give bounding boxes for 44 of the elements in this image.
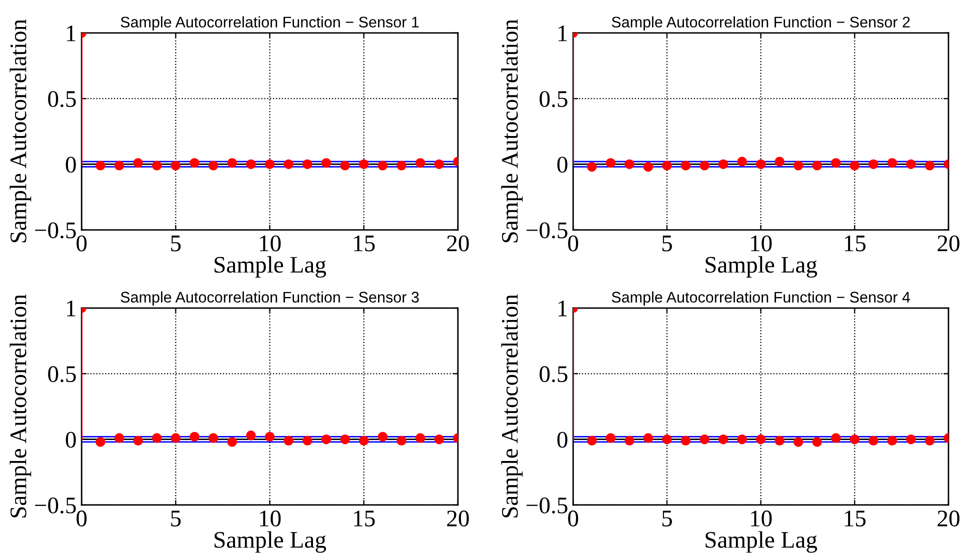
- y-tick-label: 0: [66, 156, 76, 173]
- y-tick-label: 0: [557, 432, 568, 448]
- y-tick-label: −0.5: [526, 497, 568, 514]
- y-tick-label: 1: [558, 300, 567, 316]
- y-axis-title: Sample Autocorrelation: [10, 294, 32, 518]
- y-tick-label: 1: [67, 26, 76, 42]
- y-tick-label: 1: [67, 300, 76, 316]
- x-tick-label: 15: [844, 236, 866, 252]
- x-axis-title: Sample Lag: [214, 256, 326, 278]
- chart-title: Sample Autocorrelation Function − Sensor 4: [612, 291, 910, 306]
- y-tick-label: 0: [557, 156, 568, 173]
- x-tick-label: 20: [938, 510, 960, 526]
- x-tick-label: 15: [354, 510, 375, 526]
- x-tick-label: 20: [447, 510, 469, 526]
- y-axis-title: Sample Autocorrelation: [501, 19, 523, 242]
- x-axis-title: Sample Lag: [214, 531, 326, 553]
- x-tick-label: 10: [260, 510, 281, 526]
- y-axis-title: Sample Autocorrelation: [501, 294, 523, 518]
- y-tick-label: 0.5: [48, 366, 76, 382]
- y-tick-label: 0.5: [48, 91, 76, 108]
- x-axis-title: Sample Lag: [706, 256, 818, 278]
- chart-title: Sample Autocorrelation Function − Sensor 1: [120, 16, 419, 31]
- y-tick-label: 1: [558, 26, 567, 42]
- chart-title: Sample Autocorrelation Function − Sensor 2: [612, 16, 910, 31]
- x-tick-label: 10: [751, 235, 772, 252]
- y-axis-title: Sample Autocorrelation: [10, 19, 32, 242]
- y-tick-label: −0.5: [526, 222, 568, 238]
- x-axis-title: Sample Lag: [706, 531, 818, 553]
- x-tick-label: 15: [844, 510, 866, 526]
- x-tick-label: 20: [938, 235, 960, 252]
- x-tick-label: 5: [171, 236, 181, 252]
- x-tick-label: 10: [260, 235, 281, 252]
- x-tick-label: 5: [662, 236, 672, 252]
- x-tick-label: 15: [354, 236, 375, 252]
- y-tick-label: 0.5: [540, 91, 568, 108]
- x-tick-label: 10: [751, 510, 772, 526]
- x-tick-label: 5: [171, 510, 181, 526]
- x-tick-label: 5: [662, 510, 672, 526]
- y-tick-label: 0: [66, 432, 76, 448]
- y-tick-label: −0.5: [35, 497, 76, 514]
- chart-title: Sample Autocorrelation Function − Sensor 3: [120, 291, 419, 306]
- y-tick-label: −0.5: [35, 222, 76, 238]
- x-tick-label: 20: [447, 235, 469, 252]
- y-tick-label: 0.5: [540, 366, 568, 382]
